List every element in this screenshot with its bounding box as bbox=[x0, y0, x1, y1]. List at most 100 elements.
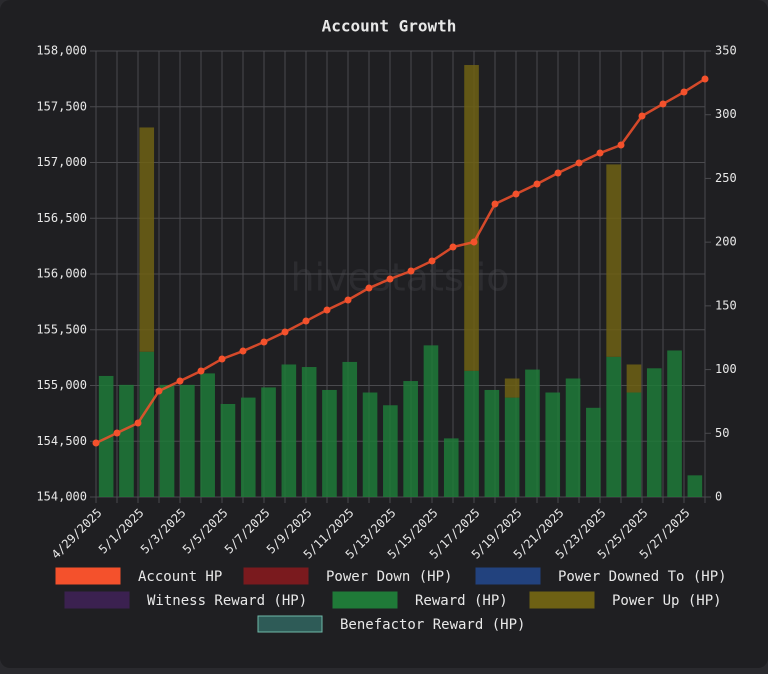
bar bbox=[139, 351, 155, 497]
point bbox=[113, 429, 121, 437]
point bbox=[617, 141, 625, 149]
y-tick-label: 155,000 bbox=[36, 378, 87, 392]
bar bbox=[504, 397, 520, 497]
point bbox=[449, 243, 457, 251]
y-tick-label: 154,000 bbox=[36, 490, 87, 504]
legend-item: Benefactor Reward (HP) bbox=[257, 615, 525, 633]
point bbox=[575, 159, 583, 167]
point bbox=[155, 387, 163, 395]
bar bbox=[159, 384, 175, 497]
legend-label: Account HP bbox=[138, 569, 222, 585]
legend-swatch bbox=[475, 567, 541, 585]
point bbox=[197, 367, 205, 375]
legend-item: Power Downed To (HP) bbox=[475, 567, 727, 585]
bar bbox=[646, 368, 662, 497]
bar bbox=[464, 65, 479, 371]
legend-swatch bbox=[243, 567, 309, 585]
bar bbox=[403, 381, 418, 497]
bar bbox=[180, 384, 195, 497]
legend-label: Reward (HP) bbox=[415, 593, 508, 609]
chart-title: Account Growth bbox=[322, 17, 457, 36]
y-tick-label: 156,000 bbox=[36, 267, 87, 281]
point bbox=[176, 377, 184, 385]
bar bbox=[281, 364, 297, 497]
point bbox=[218, 355, 226, 363]
bar bbox=[301, 367, 317, 497]
bar bbox=[626, 392, 642, 497]
legend-swatch bbox=[64, 591, 130, 609]
bar bbox=[220, 403, 236, 497]
bar bbox=[383, 405, 398, 497]
bar bbox=[342, 361, 358, 497]
point bbox=[596, 149, 604, 157]
bar bbox=[586, 407, 601, 497]
y2-tick-label: 150 bbox=[715, 298, 737, 312]
y-tick-label: 155,500 bbox=[36, 322, 87, 336]
bar bbox=[525, 369, 540, 497]
bar bbox=[606, 356, 621, 497]
bar bbox=[139, 127, 155, 352]
y2-tick-label: 50 bbox=[715, 426, 729, 440]
bar bbox=[484, 389, 500, 497]
point bbox=[470, 238, 478, 246]
legend-label: Witness Reward (HP) bbox=[147, 593, 307, 609]
legend-swatch bbox=[257, 615, 323, 633]
y-tick-label: 156,500 bbox=[36, 211, 87, 225]
legend-item: Power Down (HP) bbox=[243, 567, 452, 585]
bar bbox=[423, 345, 439, 497]
legend-swatch bbox=[529, 591, 595, 609]
point bbox=[239, 347, 247, 355]
point bbox=[533, 180, 541, 188]
bar bbox=[261, 387, 276, 497]
bar bbox=[687, 475, 703, 497]
y-tick-label: 154,500 bbox=[36, 434, 87, 448]
y2-tick-label: 100 bbox=[715, 362, 737, 376]
point bbox=[365, 284, 373, 292]
point bbox=[701, 75, 709, 83]
y2-tick-label: 250 bbox=[715, 171, 737, 185]
y-tick-label: 157,000 bbox=[36, 155, 87, 169]
legend-item: Witness Reward (HP) bbox=[64, 591, 307, 609]
legend-item: Reward (HP) bbox=[332, 591, 508, 609]
legend-item: Account HP bbox=[55, 567, 222, 585]
bar bbox=[200, 373, 215, 497]
legend-swatch bbox=[55, 567, 121, 585]
y2-tick-label: 300 bbox=[715, 107, 737, 121]
line bbox=[95, 77, 706, 445]
point bbox=[386, 275, 394, 283]
bar bbox=[362, 392, 378, 497]
point bbox=[554, 169, 562, 177]
point bbox=[680, 88, 688, 96]
y2-tick-label: 200 bbox=[715, 235, 737, 249]
bar bbox=[240, 397, 256, 497]
bar bbox=[667, 350, 682, 497]
legend-label: Power Down (HP) bbox=[326, 569, 452, 585]
point bbox=[638, 112, 646, 120]
point bbox=[281, 328, 289, 336]
point bbox=[344, 296, 352, 304]
bar bbox=[565, 378, 581, 497]
bar bbox=[545, 392, 561, 497]
legend-swatch bbox=[332, 591, 398, 609]
point bbox=[512, 190, 520, 198]
bar bbox=[464, 370, 479, 497]
point bbox=[323, 306, 331, 314]
point bbox=[407, 267, 415, 275]
y-tick-label: 157,500 bbox=[36, 99, 87, 113]
point bbox=[260, 338, 268, 346]
legend-item: Power Up (HP) bbox=[529, 591, 722, 609]
bar bbox=[98, 375, 114, 497]
bar bbox=[626, 364, 642, 393]
point bbox=[134, 419, 142, 427]
point bbox=[302, 317, 310, 325]
point bbox=[491, 200, 499, 208]
legend-label: Benefactor Reward (HP) bbox=[340, 617, 525, 633]
y-tick-label: 158,000 bbox=[36, 44, 87, 58]
legend-label: Power Up (HP) bbox=[612, 593, 722, 609]
y2-tick-label: 0 bbox=[715, 490, 722, 504]
bar bbox=[606, 164, 621, 357]
bar bbox=[443, 438, 459, 497]
